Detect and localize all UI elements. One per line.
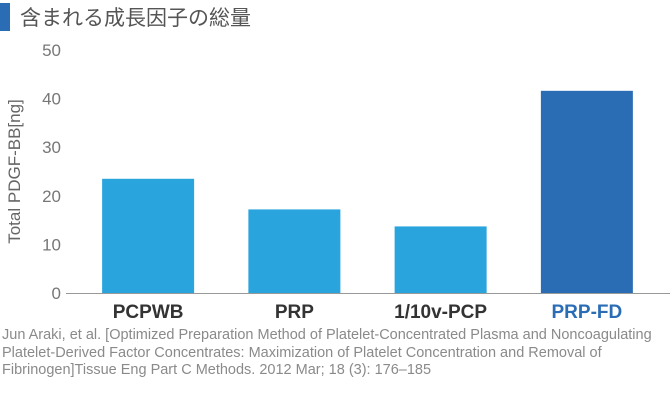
y-axis-ticks: 0 10 20 30 40 50 — [42, 41, 61, 303]
x-tick-label: 1/10v-PCP — [394, 302, 487, 323]
bar-chart: Total PDGF-BB[ng] 0 10 20 30 40 50 PCPWB PRP 1/… — [5, 41, 670, 323]
y-tick-label: 0 — [52, 284, 61, 303]
y-tick-label: 20 — [42, 187, 61, 206]
y-tick-label: 30 — [42, 138, 61, 157]
x-tick-label: PRP-FD — [552, 302, 623, 323]
bar-prp-fd — [540, 90, 633, 293]
y-tick-label: 40 — [42, 90, 61, 109]
x-axis-labels: PCPWB PRP 1/10v-PCP PRP-FD — [113, 302, 622, 323]
y-tick-label: 10 — [42, 235, 61, 254]
chart-title-bar: 含まれる成長因子の総量 — [0, 3, 251, 31]
y-axis-label: Total PDGF-BB[ng] — [5, 99, 24, 244]
bar-1-10v-pcp — [394, 226, 487, 293]
bar-prp — [248, 209, 341, 293]
bars — [102, 90, 633, 293]
bar-pcpwb — [102, 178, 195, 293]
x-tick-label: PCPWB — [113, 302, 184, 323]
x-tick-label: PRP — [275, 302, 314, 323]
citation-text: Jun Araki, et al. [Optimized Preparation… — [2, 327, 652, 378]
chart-title: 含まれる成長因子の総量 — [20, 6, 251, 30]
title-accent-bar — [0, 3, 10, 31]
y-tick-label: 50 — [42, 41, 61, 60]
